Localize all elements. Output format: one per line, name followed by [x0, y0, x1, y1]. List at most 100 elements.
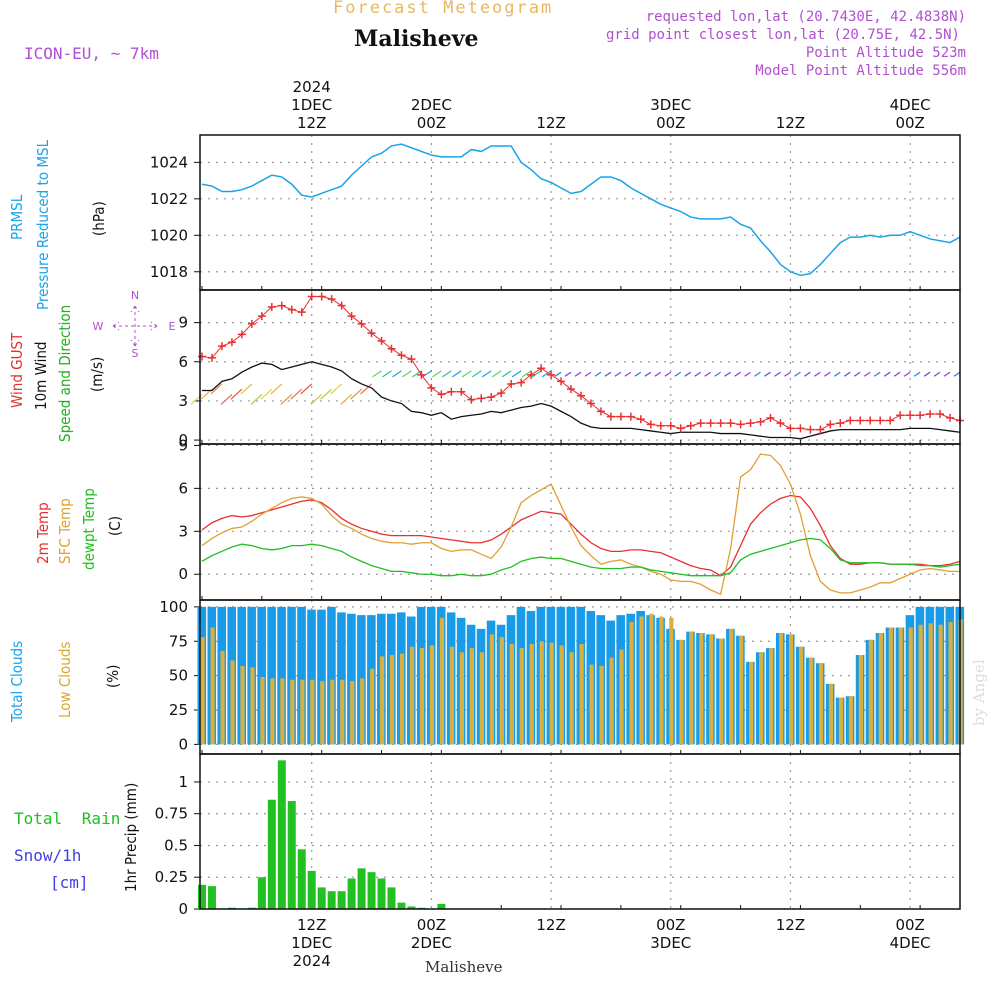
footer-station: Malisheve	[425, 958, 503, 976]
low-clouds-bar	[769, 648, 774, 745]
low-clouds-bar	[609, 657, 614, 745]
wind-direction-arrow	[933, 371, 941, 377]
panel-frame	[199, 134, 961, 291]
gust-marker	[507, 379, 516, 388]
wind-direction-arrow	[382, 370, 392, 378]
wind-direction-arrow	[814, 371, 821, 377]
wind-direction-arrow	[574, 371, 582, 377]
wind-direction-arrow	[531, 370, 542, 378]
wind-direction-arrow	[240, 383, 253, 395]
gust-marker	[836, 419, 845, 428]
y-tick-label: 0.25	[155, 868, 188, 886]
gust-marker	[776, 419, 785, 428]
total-clouds-bar	[297, 606, 306, 745]
wind-direction-arrow	[913, 371, 921, 377]
rain-bar	[407, 906, 416, 909]
wind-direction-arrow	[250, 393, 263, 405]
wind-direction-arrow	[310, 393, 323, 405]
gust-marker	[766, 413, 775, 422]
wind-direction-arrow	[654, 371, 662, 377]
wind-direction-arrow	[764, 371, 771, 377]
low-clouds-bar	[739, 635, 744, 745]
gust-marker	[447, 387, 456, 396]
low-clouds-bar	[629, 622, 634, 745]
gust-marker	[726, 419, 735, 428]
gust-marker	[547, 370, 556, 379]
wind-direction-arrow	[804, 371, 811, 377]
low-clouds-bar	[759, 652, 764, 745]
low-clouds-bar	[419, 648, 425, 745]
low-clouds-bar	[409, 646, 415, 745]
rain-bar	[437, 903, 446, 909]
wind-direction-arrow	[442, 370, 452, 378]
low-clouds-bar	[788, 634, 794, 745]
gust-marker	[686, 421, 695, 430]
rain-bar	[257, 877, 266, 909]
gust-marker	[826, 420, 835, 429]
wind-direction-arrow	[481, 370, 492, 378]
time-label-bottom: 2DEC	[411, 934, 452, 952]
low-clouds-bar	[370, 668, 375, 745]
gust-marker	[297, 308, 306, 317]
low-clouds-bar	[270, 678, 275, 745]
low-clouds-bar	[729, 628, 734, 745]
low-clouds-bar	[579, 644, 584, 745]
y-tick-label: 25	[169, 701, 188, 719]
low-clouds-bar	[599, 666, 604, 745]
model-name: ICON-EU, ~ 7km	[24, 44, 159, 63]
y-tick-label: 0	[178, 565, 188, 583]
rain-bar	[267, 799, 276, 909]
low-clouds-bar	[519, 648, 524, 745]
gust-marker	[527, 370, 536, 379]
low-clouds-bar	[230, 660, 235, 745]
gust-marker	[227, 338, 236, 347]
wind-direction-arrow	[451, 370, 462, 378]
total-clouds-bar	[317, 609, 326, 745]
requested-coords: requested lon,lat (20.7430E, 42.4838N)	[645, 9, 966, 25]
low-clouds-bar	[749, 661, 754, 745]
time-label-bottom: 1DEC	[291, 934, 332, 952]
gust-marker	[467, 395, 476, 404]
gust-marker	[636, 415, 645, 424]
wind-direction-arrow	[784, 371, 791, 377]
low-clouds-bar	[808, 657, 814, 745]
low-clouds-bar	[908, 627, 913, 745]
wind-direction-arrow	[210, 383, 223, 395]
y-tick-label: 1024	[150, 153, 188, 171]
low-clouds-bar	[778, 633, 784, 745]
gust-marker	[586, 399, 595, 408]
time-label-top: 12Z	[536, 114, 565, 132]
compass-s: S	[132, 347, 139, 360]
wind-direction-arrow	[461, 370, 472, 378]
total-clouds-bar	[267, 606, 276, 745]
wind-direction-arrow	[471, 370, 482, 378]
gust-marker	[257, 312, 266, 321]
wind-direction-arrow	[320, 388, 333, 400]
compass-e: E	[169, 320, 176, 333]
total-clouds-bar	[257, 606, 266, 745]
dewpt-line	[201, 537, 961, 577]
wind-direction-arrow	[554, 371, 562, 377]
panel-frame	[199, 289, 961, 445]
rain-label: Total Rain	[14, 809, 121, 828]
gust-marker	[277, 301, 286, 310]
total-clouds-bar	[327, 606, 336, 745]
snow-unit: [cm]	[50, 873, 89, 892]
rain-bar	[337, 891, 346, 909]
gust-marker	[198, 352, 206, 361]
low-clouds-bar	[210, 627, 215, 745]
gust-marker	[646, 420, 655, 429]
y-tick-label: 75	[169, 632, 188, 650]
gust-marker	[317, 292, 326, 301]
gust-marker	[337, 301, 346, 310]
wind-direction-arrow	[432, 370, 442, 378]
model-altitude: Model Point Altitude 556m	[755, 63, 966, 79]
time-label-top: 3DEC	[650, 96, 691, 114]
wind-direction-arrow	[943, 371, 951, 377]
gust-marker	[437, 390, 446, 399]
gust-marker	[706, 419, 715, 428]
time-label-top: 2DEC	[411, 96, 452, 114]
time-label-bottom: 3DEC	[650, 934, 691, 952]
low-clouds-bar	[838, 697, 844, 745]
gust-marker	[596, 407, 605, 416]
